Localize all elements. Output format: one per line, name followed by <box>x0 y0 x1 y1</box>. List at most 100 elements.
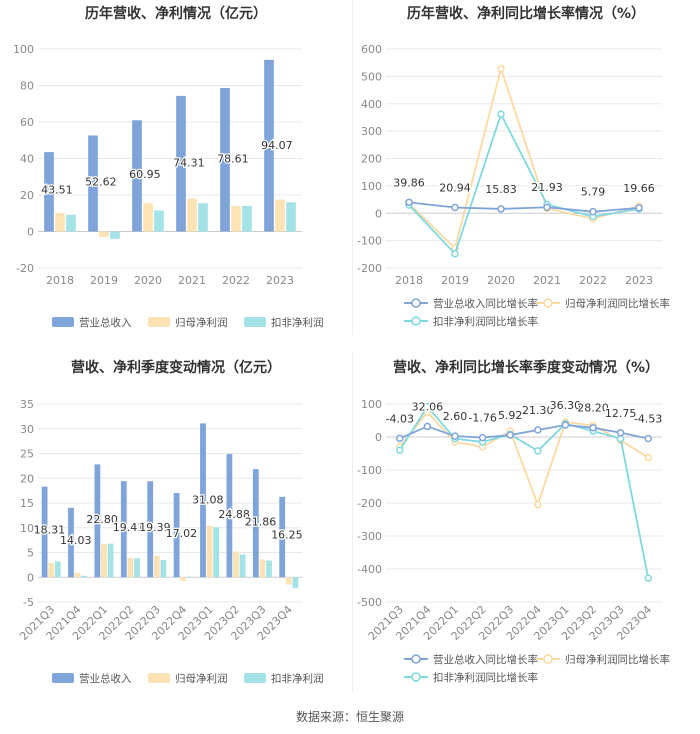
chart-title: 历年营收、净利同比增长率情况（%） <box>406 6 646 22</box>
y-tick-label: 35 <box>20 398 34 411</box>
bar-net_profit <box>55 212 65 232</box>
y-tick-label: 0 <box>27 226 34 239</box>
x-tick-label: 2022 <box>222 274 250 287</box>
data-label: 31.08 <box>192 493 224 506</box>
legend-label: 扣非净利润 <box>271 672 324 685</box>
bar-deducted_profit <box>110 231 120 239</box>
data-label: 32.06 <box>412 400 444 413</box>
legend-label: 扣非净利润同比增长率 <box>433 315 538 328</box>
quarterly-growth-panel: 营收、净利同比增长率季度变动情况（%） 100 0 -100 -200 -300 -400… <box>352 352 700 704</box>
legend-label: 营业总收入 <box>79 316 132 329</box>
bar-net_profit <box>101 544 107 578</box>
legend-marker <box>543 654 553 664</box>
bar-revenue <box>88 135 98 232</box>
data-label: -4.03 <box>386 412 414 425</box>
chart-title: 营收、净利同比增长率季度变动情况（%） <box>392 360 660 376</box>
data-label: 19.66 <box>623 182 655 195</box>
series-line-rev_line <box>399 424 649 440</box>
y-tick-label: 0 <box>27 571 34 584</box>
data-label: 2.60 <box>443 410 468 423</box>
bar-net_profit <box>275 199 285 232</box>
legend-swatch <box>148 673 170 683</box>
data-label: 12.75 <box>605 407 637 420</box>
data-label: 21.30 <box>522 404 554 417</box>
y-tick-label: 100 <box>13 43 34 56</box>
point-rev_line <box>451 432 459 440</box>
bar-revenue <box>41 486 48 578</box>
y-tick-label: 400 <box>361 98 382 111</box>
x-tick-label: 2023 <box>625 274 653 287</box>
point-rev_line <box>589 207 597 216</box>
point-rev_line <box>506 431 514 439</box>
legend-swatch <box>244 673 266 683</box>
data-source: 数据来源：恒生聚源 <box>295 710 404 724</box>
bar-net_profit <box>48 562 55 578</box>
bar-deducted_profit <box>242 205 252 232</box>
bar-deducted_profit <box>292 577 299 589</box>
data-label: 15.83 <box>485 183 517 196</box>
point-np_line <box>534 500 542 509</box>
y-tick-label: -100 <box>357 235 382 248</box>
data-label: 24.88 <box>218 508 250 521</box>
point-rev_line <box>589 423 597 432</box>
y-tick-label: -200 <box>357 262 382 275</box>
x-tick-label: 2019 <box>441 274 469 287</box>
bar-revenue <box>252 469 259 578</box>
point-rev_line <box>616 429 625 437</box>
bar-deducted_profit <box>213 527 220 578</box>
series-line-np_line <box>408 65 640 251</box>
legend-swatch <box>52 673 74 683</box>
quarterly-revenue-profit-panel: 营收、净利季度变动情况（亿元） 35 30 25 20 15 10 5 0 -5 2021Q3 20… <box>0 352 352 704</box>
point-rev_line <box>423 422 432 431</box>
data-label: 18.31 <box>34 524 66 537</box>
data-label: 14.03 <box>60 534 92 547</box>
bar-revenue <box>220 88 230 232</box>
bar-deducted_profit <box>54 561 61 578</box>
legend-swatch <box>52 317 74 327</box>
bar-deducted_profit <box>198 203 208 232</box>
data-label: 19.39 <box>139 521 171 534</box>
x-tick-label: 2020 <box>487 274 515 287</box>
y-tick-label: -300 <box>357 530 382 543</box>
bar-net_profit <box>127 557 134 578</box>
y-tick-label: 100 <box>361 398 382 411</box>
data-label: 22.80 <box>86 513 118 526</box>
x-tick-label: 2021 <box>178 274 206 287</box>
legend-label: 归母净利润同比增长率 <box>565 297 670 310</box>
point-dp_line <box>497 110 505 118</box>
annual-growth-panel: 历年营收、净利同比增长率情况（%） 600 500 400 300 200 100 0 -10… <box>352 0 700 352</box>
data-label: 39.86 <box>393 176 425 189</box>
y-tick-label: 20 <box>20 472 34 485</box>
bar-net_profit <box>74 572 81 578</box>
x-tick-label: 2018 <box>46 274 74 287</box>
y-tick-label: 25 <box>20 448 34 461</box>
annual-revenue-profit-chart: 100 80 60 40 20 0 -20 2018 2019 2020 2021 2022 2023 4… <box>13 43 324 329</box>
data-label: 52.62 <box>85 175 117 188</box>
legend-label: 归母净利润 <box>175 316 228 329</box>
bar-net_profit <box>99 231 109 237</box>
point-dp_line <box>616 434 625 443</box>
bar-revenue <box>226 454 233 578</box>
x-tick-label: 2023 <box>266 274 294 287</box>
y-tick-label: 20 <box>20 189 34 202</box>
legend-marker <box>411 316 421 326</box>
y-tick-label: 15 <box>20 497 34 510</box>
annual-revenue-profit-panel: 历年营收、净利情况（亿元） 100 80 60 40 20 0 -20 2018 2019 202… <box>0 0 352 352</box>
vertical-divider <box>352 0 353 335</box>
series-line-rev_line <box>408 201 640 213</box>
legend-label: 营业总收入 <box>79 672 132 685</box>
y-tick-label: 10 <box>20 522 34 535</box>
bar-revenue <box>264 59 274 232</box>
data-label: 16.25 <box>271 529 303 542</box>
bar-net_profit <box>153 555 160 578</box>
chart-title: 营收、净利季度变动情况（亿元） <box>71 360 281 376</box>
data-label: 19.41 <box>113 521 145 534</box>
point-rev_line <box>405 198 413 207</box>
point-rev_line <box>497 205 505 213</box>
point-dp_line <box>396 446 404 454</box>
y-tick-label: 60 <box>20 116 34 129</box>
y-tick-label: 0 <box>375 207 382 220</box>
legend-label: 扣非净利润同比增长率 <box>433 671 538 684</box>
legend-label: 营业总收入同比增长率 <box>433 297 538 310</box>
legend-label: 归母净利润 <box>175 672 228 685</box>
